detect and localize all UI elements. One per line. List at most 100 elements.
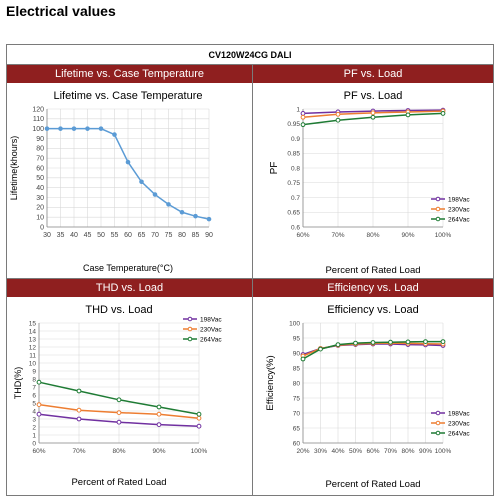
panel-header-pf: PF vs. Load	[253, 65, 493, 83]
legend-entry: 264Vac	[448, 216, 470, 223]
data-point	[116, 410, 122, 415]
x-tick-label: 60%	[296, 232, 309, 239]
legend-entry: 198Vac	[448, 196, 470, 203]
legend-entry: 198Vac	[448, 410, 470, 417]
data-point	[58, 126, 63, 131]
data-point	[405, 112, 411, 118]
y-tick-label: 95	[293, 335, 301, 342]
data-point	[440, 111, 446, 116]
data-point	[423, 339, 428, 344]
legend-marker	[435, 196, 441, 202]
x-axis-label: Percent of Rated Load	[325, 265, 420, 276]
y-tick-label: 0.75	[287, 180, 300, 187]
y-tick-label: 10	[29, 360, 37, 367]
panel-header-efficiency: Efficiency vs. Load	[253, 279, 493, 297]
data-point	[98, 126, 104, 131]
chart-title: Lifetime vs. Case Temperature	[54, 90, 203, 102]
y-tick-label: 1	[296, 106, 300, 113]
x-tick-label: 70%	[72, 448, 85, 455]
data-point	[156, 422, 162, 427]
x-tick-label: 50	[97, 232, 105, 239]
data-point	[36, 402, 42, 407]
model-name: CV120W24CG DALI	[7, 45, 493, 65]
data-point	[335, 117, 341, 123]
data-point	[152, 192, 158, 197]
y-tick-label: 100	[289, 320, 300, 327]
y-tick-label: 0.8	[291, 165, 300, 172]
panel-efficiency: Efficiency vs. Load Efficiency vs. Load 6…	[253, 279, 493, 495]
y-tick-label: 7	[32, 384, 36, 391]
x-tick-label: 80%	[366, 232, 379, 239]
y-tick-label: 110	[33, 116, 44, 123]
legend-entry: 230Vac	[448, 420, 470, 427]
y-tick-label: 10	[36, 214, 44, 221]
data-point	[85, 126, 90, 131]
x-tick-label: 45	[84, 232, 92, 239]
y-tick-label: 0	[32, 440, 36, 447]
data-point	[139, 179, 144, 185]
legend-marker	[187, 336, 193, 342]
x-tick-label: 90%	[152, 448, 165, 455]
chart-title: PF vs. Load	[344, 90, 403, 102]
x-tick-label: 80%	[401, 448, 414, 455]
legend-marker	[435, 420, 441, 426]
y-tick-label: 12	[29, 344, 37, 351]
data-point	[318, 346, 323, 352]
data-point	[405, 339, 411, 345]
x-tick-label: 35	[57, 232, 65, 239]
x-tick-label: 20%	[296, 448, 309, 455]
y-tick-label: 6	[32, 392, 36, 399]
data-point	[196, 411, 202, 417]
legend-marker	[435, 410, 441, 416]
y-axis-label: PF	[269, 162, 280, 175]
x-tick-label: 85	[192, 232, 200, 239]
data-point	[156, 404, 162, 410]
y-tick-label: 65	[293, 425, 301, 432]
data-point	[335, 111, 341, 117]
x-tick-label: 60	[124, 232, 132, 239]
data-point	[125, 159, 131, 165]
data-point	[196, 415, 202, 421]
data-point	[76, 388, 82, 394]
legend-entry: 198Vac	[200, 316, 222, 323]
data-point	[179, 209, 185, 215]
x-tick-label: 30%	[314, 448, 327, 455]
x-tick-label: 40	[70, 232, 78, 239]
legend-marker	[187, 326, 193, 332]
chart-title: THD vs. Load	[85, 304, 152, 316]
data-point	[44, 126, 50, 131]
legend-marker	[187, 316, 193, 322]
y-tick-label: 85	[293, 365, 301, 372]
x-tick-label: 30	[43, 232, 51, 239]
y-tick-label: 70	[36, 155, 44, 162]
data-point	[116, 419, 122, 425]
legend-marker	[435, 430, 441, 436]
legend-entry: 230Vac	[200, 326, 222, 333]
data-point	[112, 132, 117, 137]
x-tick-label: 40%	[331, 448, 344, 455]
legend-marker	[435, 216, 441, 222]
y-tick-label: 90	[293, 350, 301, 357]
y-axis-label: Efficiency(%)	[265, 355, 276, 410]
x-tick-label: 80	[178, 232, 186, 239]
panel-header-thd: THD vs. Load	[7, 279, 252, 297]
y-tick-label: 0.9	[291, 136, 300, 143]
x-tick-label: 90%	[401, 232, 414, 239]
data-point	[370, 110, 376, 116]
x-tick-label: 60%	[366, 448, 379, 455]
x-tick-label: 100%	[435, 232, 452, 239]
legend-marker	[435, 206, 441, 212]
panel-thd: THD vs. Load THD vs. Load 0 1 2 3 4 5 6 7 8 9 10 11 1…	[7, 279, 253, 495]
y-tick-label: 5	[32, 400, 36, 407]
y-tick-label: 0.95	[287, 121, 300, 128]
x-axis-label: Percent of Rated Load	[325, 479, 420, 490]
data-point	[300, 356, 306, 362]
data-point	[206, 216, 212, 222]
data-point	[300, 111, 306, 116]
x-tick-label: 70%	[331, 232, 344, 239]
y-tick-label: 75	[293, 395, 301, 402]
y-tick-label: 20	[36, 205, 44, 212]
x-tick-label: 70	[151, 232, 159, 239]
x-axis-label: Case Temperature(°C)	[83, 263, 173, 273]
data-point	[156, 411, 162, 417]
